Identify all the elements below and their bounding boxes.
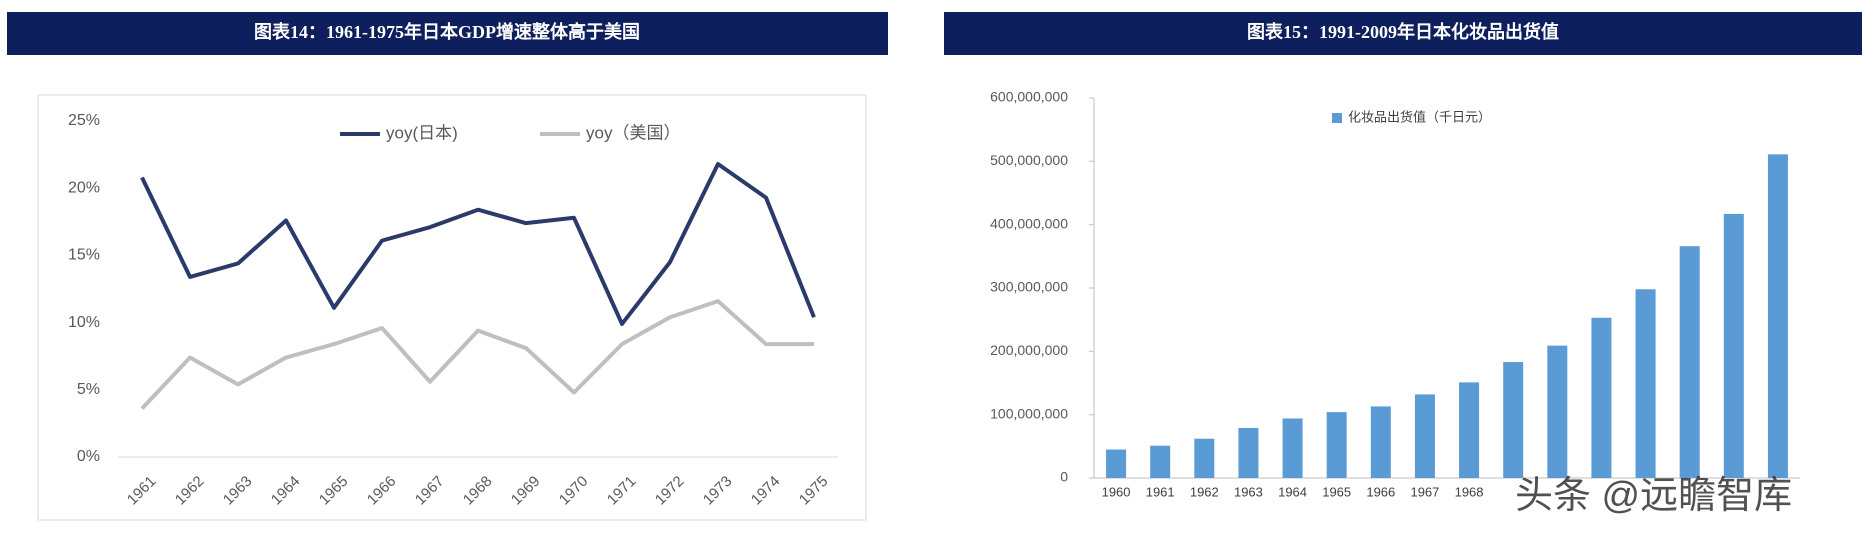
x-tick-label: 1966 bbox=[1366, 484, 1395, 499]
y-tick-label: 10% bbox=[68, 314, 100, 331]
bar bbox=[1282, 418, 1303, 478]
x-tick-label: 1966 bbox=[364, 473, 400, 509]
bar bbox=[1370, 406, 1391, 478]
bar bbox=[1150, 445, 1171, 478]
legend-swatch bbox=[1332, 113, 1342, 123]
header-bar bbox=[7, 12, 888, 55]
x-tick-label: 1968 bbox=[460, 473, 496, 509]
x-tick-label: 1964 bbox=[1278, 484, 1307, 499]
x-tick-label: 1968 bbox=[1455, 484, 1484, 499]
x-tick-label: 1967 bbox=[1410, 484, 1439, 499]
x-tick-label: 1975 bbox=[796, 473, 832, 509]
data-line bbox=[140, 299, 814, 410]
x-tick-label: 1963 bbox=[220, 473, 256, 509]
x-tick-label: 1973 bbox=[700, 473, 736, 509]
x-tick-label: 1962 bbox=[1190, 484, 1219, 499]
bar bbox=[1591, 317, 1612, 478]
bar bbox=[1503, 362, 1524, 478]
chart-title: 图表14：1961-1975年日本GDP增速整体高于美国 bbox=[254, 21, 640, 42]
x-tick-label: 1963 bbox=[1234, 484, 1263, 499]
x-tick-label: 1965 bbox=[1322, 484, 1351, 499]
x-tick-label: 1965 bbox=[316, 473, 352, 509]
chart-title: 图表15：1991-2009年日本化妆品出货值 bbox=[1247, 21, 1559, 42]
chart-frame bbox=[37, 94, 867, 521]
bar bbox=[1767, 154, 1788, 478]
bar bbox=[1238, 427, 1259, 478]
y-tick-label: 15% bbox=[68, 247, 100, 264]
bar bbox=[1459, 382, 1480, 478]
bar bbox=[1326, 412, 1347, 478]
y-tick-label: 25% bbox=[68, 112, 100, 129]
x-tick-label: 1960 bbox=[1102, 484, 1131, 499]
x-tick-label: 1974 bbox=[748, 473, 784, 509]
bar bbox=[1106, 449, 1127, 478]
y-tick-label: 400,000,000 bbox=[990, 215, 1068, 231]
bar bbox=[1723, 213, 1744, 478]
bar bbox=[1414, 394, 1435, 478]
bar bbox=[1635, 289, 1656, 478]
y-tick-label: 600,000,000 bbox=[990, 89, 1068, 105]
legend-label: yoy（美国） bbox=[586, 123, 680, 142]
y-tick-label: 0% bbox=[77, 448, 100, 465]
bar bbox=[1679, 246, 1700, 478]
y-tick-label: 100,000,000 bbox=[990, 405, 1068, 421]
x-tick-label: 1971 bbox=[604, 473, 640, 509]
y-tick-label: 5% bbox=[77, 381, 100, 398]
bar bbox=[1547, 345, 1568, 478]
x-tick-label: 1962 bbox=[172, 473, 208, 509]
bar bbox=[1194, 438, 1215, 478]
y-tick-label: 0 bbox=[1060, 469, 1068, 485]
legend-label: yoy(日本) bbox=[386, 123, 458, 142]
watermark: 头条 @远瞻智库 bbox=[1515, 475, 1792, 517]
x-tick-label: 1972 bbox=[652, 473, 688, 509]
x-tick-label: 1964 bbox=[268, 473, 304, 509]
y-tick-label: 20% bbox=[68, 179, 100, 196]
x-tick-label: 1961 bbox=[124, 473, 160, 509]
y-tick-label: 500,000,000 bbox=[990, 152, 1068, 168]
header-bar bbox=[944, 12, 1862, 55]
x-tick-label: 1967 bbox=[412, 473, 448, 509]
y-tick-label: 200,000,000 bbox=[990, 342, 1068, 358]
x-tick-label: 1961 bbox=[1146, 484, 1175, 499]
legend-label: 化妆品出货值（千日元） bbox=[1348, 109, 1491, 124]
x-tick-label: 1970 bbox=[556, 473, 592, 509]
y-tick-label: 300,000,000 bbox=[990, 279, 1068, 295]
data-line bbox=[140, 162, 816, 326]
x-tick-label: 1969 bbox=[508, 473, 544, 509]
